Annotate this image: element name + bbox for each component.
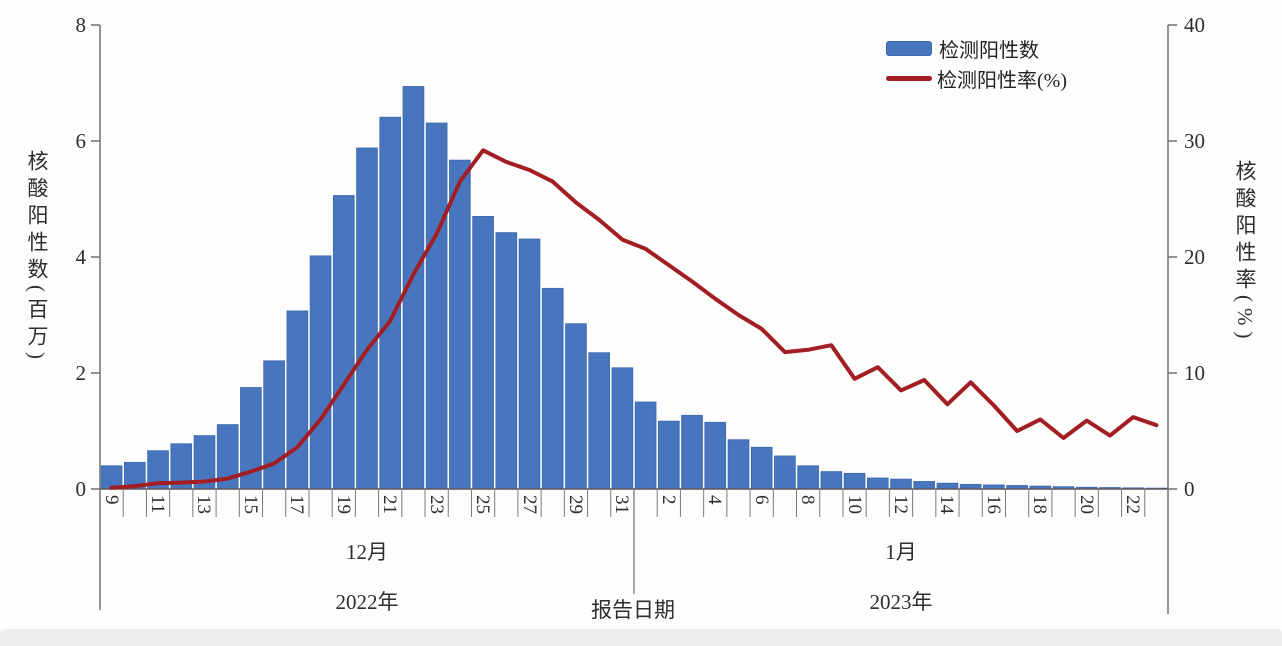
bar-17 bbox=[286, 310, 309, 490]
legend: 检测阳性数 检测阳性率(%) bbox=[886, 33, 1067, 93]
y-left-tick-label: 0 bbox=[75, 477, 87, 501]
y-right-tick-label: 30 bbox=[1184, 129, 1205, 153]
y-right-tick-label: 40 bbox=[1184, 13, 1205, 37]
x-tick-label-day-19: 19 bbox=[332, 495, 354, 514]
bar-5 bbox=[727, 439, 750, 490]
bar-18 bbox=[309, 255, 332, 490]
x-tick-label-day-21: 21 bbox=[379, 495, 401, 514]
line-series-swatch bbox=[886, 75, 932, 81]
legend-label-positive-rate: 检测阳性率(%) bbox=[937, 69, 1067, 92]
x-tick-label-day-14: 14 bbox=[936, 495, 958, 514]
bar-27 bbox=[518, 238, 541, 490]
bar-4 bbox=[704, 421, 727, 490]
bar-24 bbox=[449, 159, 471, 490]
bar-25 bbox=[472, 215, 494, 490]
legend-label-positive-count: 检测阳性数 bbox=[939, 39, 1039, 62]
bar-29 bbox=[565, 323, 587, 490]
bottom-page-strip bbox=[0, 629, 1282, 646]
y-right-tick-label: 20 bbox=[1184, 245, 1205, 269]
bar-9 bbox=[820, 471, 843, 490]
x-tick-label-day-8: 8 bbox=[797, 495, 819, 505]
bar-23 bbox=[425, 122, 448, 490]
x-tick-label-day-31: 31 bbox=[611, 495, 633, 514]
x-tick-label-day-25: 25 bbox=[472, 495, 494, 514]
x-tick-label-day-12: 12 bbox=[890, 495, 911, 514]
year-label-2023: 2023年 bbox=[869, 590, 933, 614]
x-tick-label-day-23: 23 bbox=[425, 495, 447, 514]
y-left-tick-label: 6 bbox=[75, 129, 87, 153]
x-tick-label-day-22: 22 bbox=[1122, 495, 1144, 514]
legend-item-positive-rate: 检测阳性率(%) bbox=[886, 63, 1067, 93]
bar-28 bbox=[541, 287, 564, 490]
bar-6 bbox=[750, 446, 773, 490]
bar-19 bbox=[332, 195, 355, 490]
bar-11 bbox=[866, 477, 889, 490]
positive-rate-line bbox=[109, 148, 1159, 490]
y-right-tick-label: 0 bbox=[1184, 477, 1195, 501]
x-tick-label-day-4: 4 bbox=[704, 495, 726, 505]
bar-series-swatch bbox=[886, 40, 932, 56]
bar-1 bbox=[634, 401, 657, 490]
x-tick-label-day-2: 2 bbox=[657, 495, 679, 505]
x-tick-label-day-15: 15 bbox=[239, 495, 261, 514]
bar-2 bbox=[658, 420, 680, 490]
legend-item-positive-count: 检测阳性数 bbox=[886, 33, 1067, 63]
bar-14 bbox=[936, 482, 959, 490]
x-tick-label-day-13: 13 bbox=[193, 495, 215, 514]
x-tick-label-day-6: 6 bbox=[750, 495, 772, 505]
year-label-2022: 2022年 bbox=[335, 590, 399, 614]
x-tick-label-day-10: 10 bbox=[843, 495, 865, 514]
bar-12 bbox=[890, 478, 912, 490]
y-left-tick-label: 4 bbox=[75, 245, 87, 269]
bar-7 bbox=[774, 455, 796, 490]
x-tick-label-day-9: 9 bbox=[100, 495, 122, 505]
bar-10 bbox=[843, 472, 866, 490]
x-tick-label-day-16: 16 bbox=[982, 495, 1004, 514]
bar-26 bbox=[495, 232, 518, 490]
y-left-tick-label: 2 bbox=[75, 361, 87, 385]
bar-20 bbox=[356, 147, 378, 490]
bar-8 bbox=[797, 465, 819, 490]
x-axis-title: 报告日期 bbox=[591, 598, 675, 622]
bar-16 bbox=[263, 360, 285, 490]
x-tick-label-day-17: 17 bbox=[286, 495, 308, 514]
bar-30 bbox=[588, 352, 610, 490]
x-tick-label-day-20: 20 bbox=[1075, 495, 1097, 514]
bar-31 bbox=[611, 367, 634, 490]
x-tick-label-day-27: 27 bbox=[518, 495, 540, 514]
bar-13 bbox=[913, 481, 936, 490]
x-tick-label-day-18: 18 bbox=[1029, 495, 1051, 514]
y-left-axis-title: 核酸阳性数(百万) bbox=[25, 150, 49, 365]
bar-3 bbox=[681, 414, 703, 490]
x-tick-label-day-11: 11 bbox=[147, 495, 169, 514]
month-label-december: 12月 bbox=[346, 540, 388, 564]
y-left-tick-label: 8 bbox=[75, 13, 87, 37]
y-right-axis-title: 核酸阳性率(%) bbox=[1233, 160, 1257, 345]
y-right-tick-label: 10 bbox=[1184, 361, 1205, 385]
x-tick-label-day-29: 29 bbox=[564, 495, 586, 514]
month-label-january: 1月 bbox=[885, 540, 917, 564]
